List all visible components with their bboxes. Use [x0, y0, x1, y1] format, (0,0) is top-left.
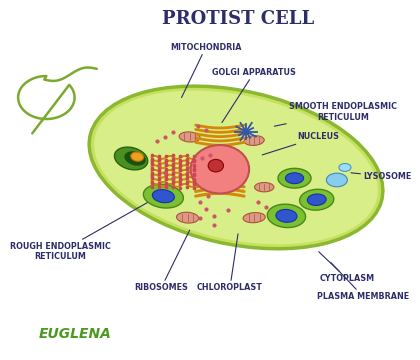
Text: PLASMA MEMBRANE: PLASMA MEMBRANE	[317, 262, 409, 301]
Text: MITOCHONDRIA: MITOCHONDRIA	[170, 43, 242, 98]
Ellipse shape	[244, 136, 264, 145]
Ellipse shape	[191, 145, 249, 193]
Ellipse shape	[307, 194, 326, 206]
Text: SMOOTH ENDOPLASMIC
RETICULUM: SMOOTH ENDOPLASMIC RETICULUM	[274, 102, 397, 126]
Text: CYTOPLASM: CYTOPLASM	[319, 252, 375, 283]
Text: LYSOSOME: LYSOSOME	[351, 172, 412, 181]
Ellipse shape	[143, 184, 184, 208]
Ellipse shape	[326, 173, 347, 187]
Ellipse shape	[115, 147, 148, 170]
Ellipse shape	[339, 163, 351, 171]
Ellipse shape	[89, 86, 383, 249]
Ellipse shape	[286, 173, 304, 184]
Ellipse shape	[278, 168, 311, 188]
Ellipse shape	[208, 159, 223, 172]
Text: GOLGI APPARATUS: GOLGI APPARATUS	[212, 68, 296, 123]
Text: RIBOSOMES: RIBOSOMES	[134, 230, 189, 292]
Ellipse shape	[267, 204, 306, 228]
Text: PROTIST CELL: PROTIST CELL	[162, 10, 314, 28]
Ellipse shape	[179, 132, 200, 142]
Ellipse shape	[152, 190, 174, 203]
Text: NUCLEUS: NUCLEUS	[262, 132, 340, 155]
Text: CHLOROPLAST: CHLOROPLAST	[197, 234, 263, 292]
Text: ROUGH ENDOPLASMIC
RETICULUM: ROUGH ENDOPLASMIC RETICULUM	[10, 202, 149, 261]
Ellipse shape	[243, 212, 265, 223]
Ellipse shape	[176, 212, 199, 223]
Ellipse shape	[94, 90, 378, 244]
Ellipse shape	[131, 152, 144, 161]
Ellipse shape	[276, 210, 297, 222]
Ellipse shape	[299, 189, 334, 210]
Text: EUGLENA: EUGLENA	[38, 327, 111, 341]
Ellipse shape	[124, 151, 146, 166]
Ellipse shape	[255, 183, 274, 192]
